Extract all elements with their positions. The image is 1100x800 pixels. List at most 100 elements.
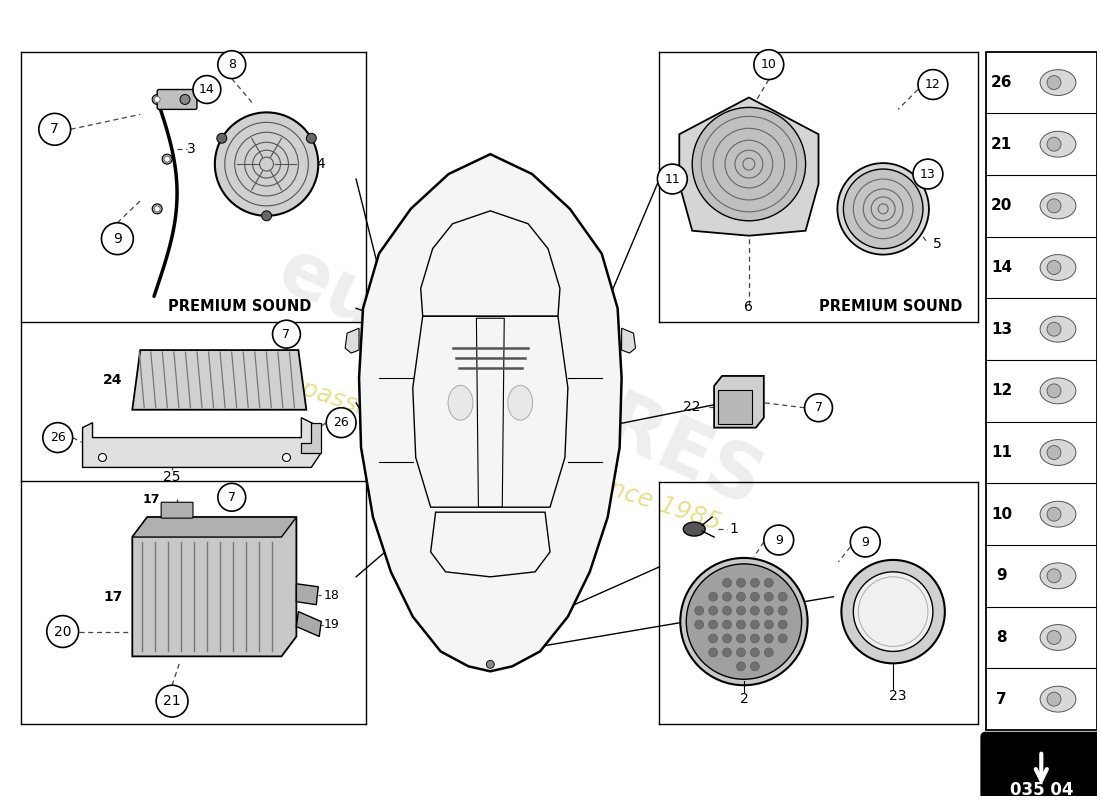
Circle shape — [750, 592, 759, 601]
Text: 20: 20 — [54, 625, 72, 638]
Circle shape — [1047, 261, 1062, 274]
Circle shape — [737, 620, 746, 629]
Circle shape — [764, 578, 773, 587]
Text: a passion for lamborghini since 1985: a passion for lamborghini since 1985 — [276, 370, 724, 535]
Circle shape — [152, 204, 162, 214]
Text: 1: 1 — [729, 522, 738, 536]
Circle shape — [214, 112, 318, 216]
Ellipse shape — [448, 386, 473, 420]
Circle shape — [43, 422, 73, 453]
Ellipse shape — [683, 522, 705, 536]
Text: 22: 22 — [683, 400, 701, 414]
Circle shape — [763, 525, 794, 555]
Circle shape — [1047, 507, 1062, 521]
Circle shape — [658, 164, 688, 194]
Circle shape — [180, 94, 190, 105]
Text: 24: 24 — [103, 373, 122, 387]
Polygon shape — [714, 376, 763, 428]
Circle shape — [854, 572, 933, 651]
Circle shape — [695, 620, 704, 629]
Ellipse shape — [1041, 502, 1076, 527]
Circle shape — [708, 606, 717, 615]
Text: 20: 20 — [991, 198, 1012, 214]
FancyBboxPatch shape — [718, 390, 752, 424]
Circle shape — [723, 592, 732, 601]
Circle shape — [723, 634, 732, 643]
Circle shape — [486, 660, 494, 668]
Ellipse shape — [1041, 131, 1076, 157]
Circle shape — [218, 483, 245, 511]
Circle shape — [723, 606, 732, 615]
Text: PREMIUM SOUND: PREMIUM SOUND — [818, 299, 961, 314]
Ellipse shape — [1041, 316, 1076, 342]
Circle shape — [804, 394, 833, 422]
Circle shape — [1047, 569, 1062, 582]
Text: 14: 14 — [991, 260, 1012, 275]
FancyBboxPatch shape — [986, 52, 1097, 730]
Text: 13: 13 — [991, 322, 1012, 337]
FancyBboxPatch shape — [161, 502, 192, 518]
Circle shape — [778, 620, 788, 629]
Circle shape — [192, 75, 221, 103]
Text: 12: 12 — [991, 383, 1012, 398]
Circle shape — [844, 169, 923, 249]
Circle shape — [737, 662, 746, 671]
Circle shape — [327, 408, 356, 438]
Circle shape — [154, 97, 161, 102]
Circle shape — [1047, 630, 1062, 645]
Circle shape — [164, 156, 170, 162]
Circle shape — [913, 159, 943, 189]
Text: 4: 4 — [317, 157, 324, 171]
Circle shape — [101, 222, 133, 254]
Circle shape — [708, 620, 717, 629]
Text: 8: 8 — [997, 630, 1006, 645]
Circle shape — [156, 686, 188, 717]
Ellipse shape — [1041, 193, 1076, 218]
Text: 9: 9 — [997, 568, 1006, 583]
Circle shape — [708, 592, 717, 601]
Text: 5: 5 — [933, 237, 942, 250]
Ellipse shape — [1041, 439, 1076, 466]
Polygon shape — [296, 612, 321, 637]
Circle shape — [154, 206, 161, 212]
Circle shape — [1047, 138, 1062, 151]
Polygon shape — [680, 98, 818, 236]
Polygon shape — [82, 418, 321, 467]
Circle shape — [1047, 199, 1062, 213]
Circle shape — [778, 634, 788, 643]
Circle shape — [778, 592, 788, 601]
Circle shape — [217, 134, 227, 143]
Text: euroSPARES: euroSPARES — [266, 234, 774, 522]
Text: 035 04: 035 04 — [1010, 781, 1072, 798]
Circle shape — [750, 620, 759, 629]
Circle shape — [1047, 692, 1062, 706]
Circle shape — [1047, 322, 1062, 336]
Circle shape — [918, 70, 948, 99]
Circle shape — [708, 634, 717, 643]
FancyBboxPatch shape — [981, 733, 1100, 800]
Circle shape — [750, 662, 759, 671]
Circle shape — [737, 578, 746, 587]
Circle shape — [283, 454, 290, 462]
Ellipse shape — [1041, 254, 1076, 281]
Circle shape — [39, 114, 70, 146]
Circle shape — [754, 50, 783, 79]
Circle shape — [750, 606, 759, 615]
Circle shape — [737, 648, 746, 657]
Polygon shape — [621, 328, 636, 353]
Text: 7: 7 — [51, 122, 59, 136]
Text: 26: 26 — [50, 431, 66, 444]
Text: 13: 13 — [920, 167, 936, 181]
Ellipse shape — [508, 386, 532, 420]
Circle shape — [47, 616, 78, 647]
Circle shape — [686, 564, 802, 679]
Circle shape — [723, 620, 732, 629]
Circle shape — [680, 558, 807, 686]
Circle shape — [723, 648, 732, 657]
Text: 7: 7 — [283, 328, 290, 341]
Text: 7: 7 — [228, 490, 235, 504]
Text: 6: 6 — [745, 300, 754, 314]
Text: 19: 19 — [323, 618, 339, 631]
Text: 14: 14 — [199, 83, 214, 96]
Circle shape — [1047, 75, 1062, 90]
